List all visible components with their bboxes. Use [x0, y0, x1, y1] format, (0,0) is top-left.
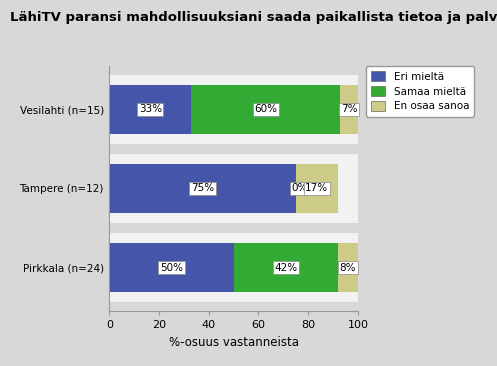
- Text: 42%: 42%: [274, 262, 297, 273]
- Bar: [109, 75, 358, 144]
- Bar: [191, 85, 340, 134]
- Bar: [109, 154, 358, 223]
- Text: 17%: 17%: [305, 183, 329, 194]
- Text: 60%: 60%: [254, 104, 277, 115]
- Bar: [109, 85, 191, 134]
- Text: 50%: 50%: [160, 262, 183, 273]
- Text: 75%: 75%: [191, 183, 214, 194]
- Legend: Eri mieltä, Samaa mieltä, En osaa sanoa: Eri mieltä, Samaa mieltä, En osaa sanoa: [365, 66, 474, 116]
- Bar: [109, 233, 358, 302]
- Text: 33%: 33%: [139, 104, 162, 115]
- Bar: [109, 243, 234, 292]
- Bar: [338, 243, 358, 292]
- Bar: [234, 243, 338, 292]
- Text: LähiTV paransi mahdollisuuksiani saada paikallista tietoa ja palveluita.: LähiTV paransi mahdollisuuksiani saada p…: [10, 11, 497, 24]
- Text: 7%: 7%: [341, 104, 357, 115]
- Text: 0%: 0%: [291, 183, 308, 194]
- X-axis label: %-osuus vastanneista: %-osuus vastanneista: [168, 336, 299, 349]
- Bar: [109, 164, 296, 213]
- Text: 8%: 8%: [339, 262, 356, 273]
- Bar: [340, 85, 358, 134]
- Bar: [296, 164, 338, 213]
